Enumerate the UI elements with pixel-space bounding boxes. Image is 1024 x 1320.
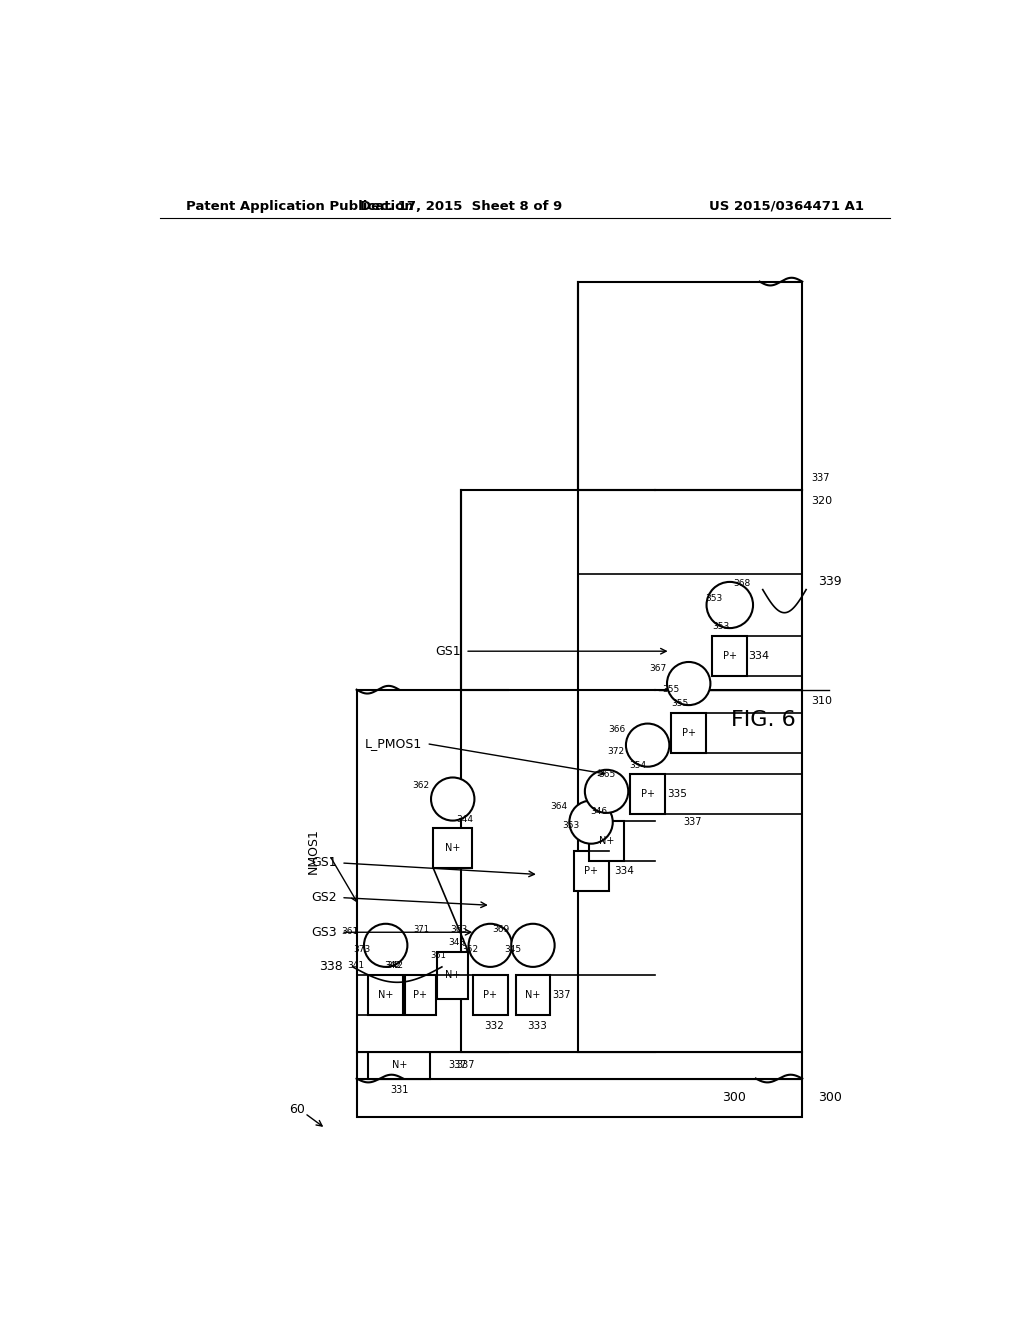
Text: N+: N+ bbox=[445, 970, 461, 981]
Text: 342: 342 bbox=[384, 961, 400, 970]
Text: 333: 333 bbox=[527, 1022, 547, 1031]
Text: 337: 337 bbox=[456, 1060, 474, 1071]
Text: 341: 341 bbox=[347, 961, 365, 970]
Bar bbox=[437, 952, 468, 999]
Text: 354: 354 bbox=[630, 760, 647, 770]
Ellipse shape bbox=[431, 777, 474, 821]
Ellipse shape bbox=[667, 663, 711, 705]
Text: P+: P+ bbox=[723, 651, 737, 661]
Text: US 2015/0364471 A1: US 2015/0364471 A1 bbox=[710, 199, 864, 213]
Text: 351: 351 bbox=[430, 950, 445, 960]
Text: 310: 310 bbox=[812, 696, 833, 706]
Text: 337: 337 bbox=[553, 990, 571, 999]
Text: GS3: GS3 bbox=[311, 925, 337, 939]
Bar bbox=[630, 775, 665, 814]
Text: 344: 344 bbox=[456, 814, 473, 824]
Bar bbox=[515, 974, 550, 1015]
Text: P+: P+ bbox=[584, 866, 598, 876]
Bar bbox=[433, 829, 472, 869]
Text: NMOS1: NMOS1 bbox=[307, 829, 321, 874]
Text: 367: 367 bbox=[650, 664, 667, 673]
Text: N+: N+ bbox=[378, 990, 393, 999]
Text: 334: 334 bbox=[614, 866, 634, 876]
Text: 353: 353 bbox=[712, 622, 729, 631]
Text: GS2: GS2 bbox=[311, 891, 337, 904]
Bar bbox=[573, 851, 608, 891]
Text: 338: 338 bbox=[318, 961, 343, 973]
Text: 337: 337 bbox=[683, 817, 701, 828]
Text: 364: 364 bbox=[551, 803, 568, 812]
Text: FIG. 6: FIG. 6 bbox=[731, 710, 796, 730]
Text: 369: 369 bbox=[493, 925, 510, 935]
Text: 346: 346 bbox=[590, 807, 607, 816]
Ellipse shape bbox=[707, 582, 753, 628]
Text: 331: 331 bbox=[390, 1085, 409, 1096]
Text: GS1: GS1 bbox=[435, 644, 461, 657]
Text: 300: 300 bbox=[818, 1092, 842, 1105]
Bar bbox=[356, 689, 508, 1052]
Text: N+: N+ bbox=[445, 843, 461, 853]
Text: 343: 343 bbox=[449, 937, 465, 946]
Text: 362: 362 bbox=[413, 780, 429, 789]
Text: N+: N+ bbox=[391, 1060, 407, 1071]
Ellipse shape bbox=[469, 924, 512, 968]
Text: N+: N+ bbox=[599, 836, 614, 846]
Bar bbox=[578, 281, 802, 1052]
Bar bbox=[473, 974, 508, 1015]
Text: 300: 300 bbox=[723, 1092, 746, 1105]
Text: Dec. 17, 2015  Sheet 8 of 9: Dec. 17, 2015 Sheet 8 of 9 bbox=[360, 199, 562, 213]
Text: GS1: GS1 bbox=[311, 857, 337, 870]
Text: 365: 365 bbox=[598, 770, 615, 779]
Text: 355: 355 bbox=[671, 700, 688, 708]
Bar bbox=[589, 821, 624, 861]
Text: P+: P+ bbox=[413, 990, 427, 999]
Ellipse shape bbox=[585, 770, 629, 813]
Text: 366: 366 bbox=[608, 725, 626, 734]
Bar bbox=[356, 1052, 802, 1078]
Text: P+: P+ bbox=[483, 990, 498, 999]
Text: 345: 345 bbox=[504, 945, 521, 953]
Bar bbox=[672, 713, 707, 752]
Text: P+: P+ bbox=[641, 789, 654, 800]
Text: 337: 337 bbox=[449, 1060, 467, 1071]
Text: 372: 372 bbox=[607, 747, 625, 756]
Text: 353: 353 bbox=[562, 821, 580, 830]
Text: 368: 368 bbox=[733, 579, 751, 587]
Text: 320: 320 bbox=[812, 496, 833, 506]
Text: 332: 332 bbox=[484, 1022, 504, 1031]
Bar bbox=[461, 490, 655, 1052]
Ellipse shape bbox=[511, 924, 555, 968]
Text: N+: N+ bbox=[525, 990, 541, 999]
Ellipse shape bbox=[364, 924, 408, 968]
Bar bbox=[713, 636, 748, 676]
Text: 361: 361 bbox=[341, 927, 358, 936]
Text: 342: 342 bbox=[386, 961, 403, 970]
Bar bbox=[369, 1052, 430, 1078]
Text: 337: 337 bbox=[812, 473, 830, 483]
Ellipse shape bbox=[626, 723, 670, 767]
Text: L_PMOS1: L_PMOS1 bbox=[366, 737, 423, 750]
Text: 355: 355 bbox=[663, 685, 679, 694]
Text: 339: 339 bbox=[818, 576, 842, 589]
Text: 373: 373 bbox=[353, 945, 371, 953]
Bar bbox=[404, 974, 435, 1015]
Text: P+: P+ bbox=[682, 727, 695, 738]
Bar bbox=[369, 974, 403, 1015]
Text: 363: 363 bbox=[450, 925, 467, 935]
Text: 371: 371 bbox=[414, 925, 430, 935]
Bar bbox=[356, 1078, 802, 1117]
Text: 335: 335 bbox=[667, 789, 687, 800]
Text: 60: 60 bbox=[289, 1102, 305, 1115]
Text: Patent Application Publication: Patent Application Publication bbox=[186, 199, 414, 213]
Ellipse shape bbox=[569, 800, 612, 843]
Text: 352: 352 bbox=[462, 945, 478, 953]
Text: 334: 334 bbox=[749, 651, 769, 661]
Text: 353: 353 bbox=[705, 594, 722, 603]
